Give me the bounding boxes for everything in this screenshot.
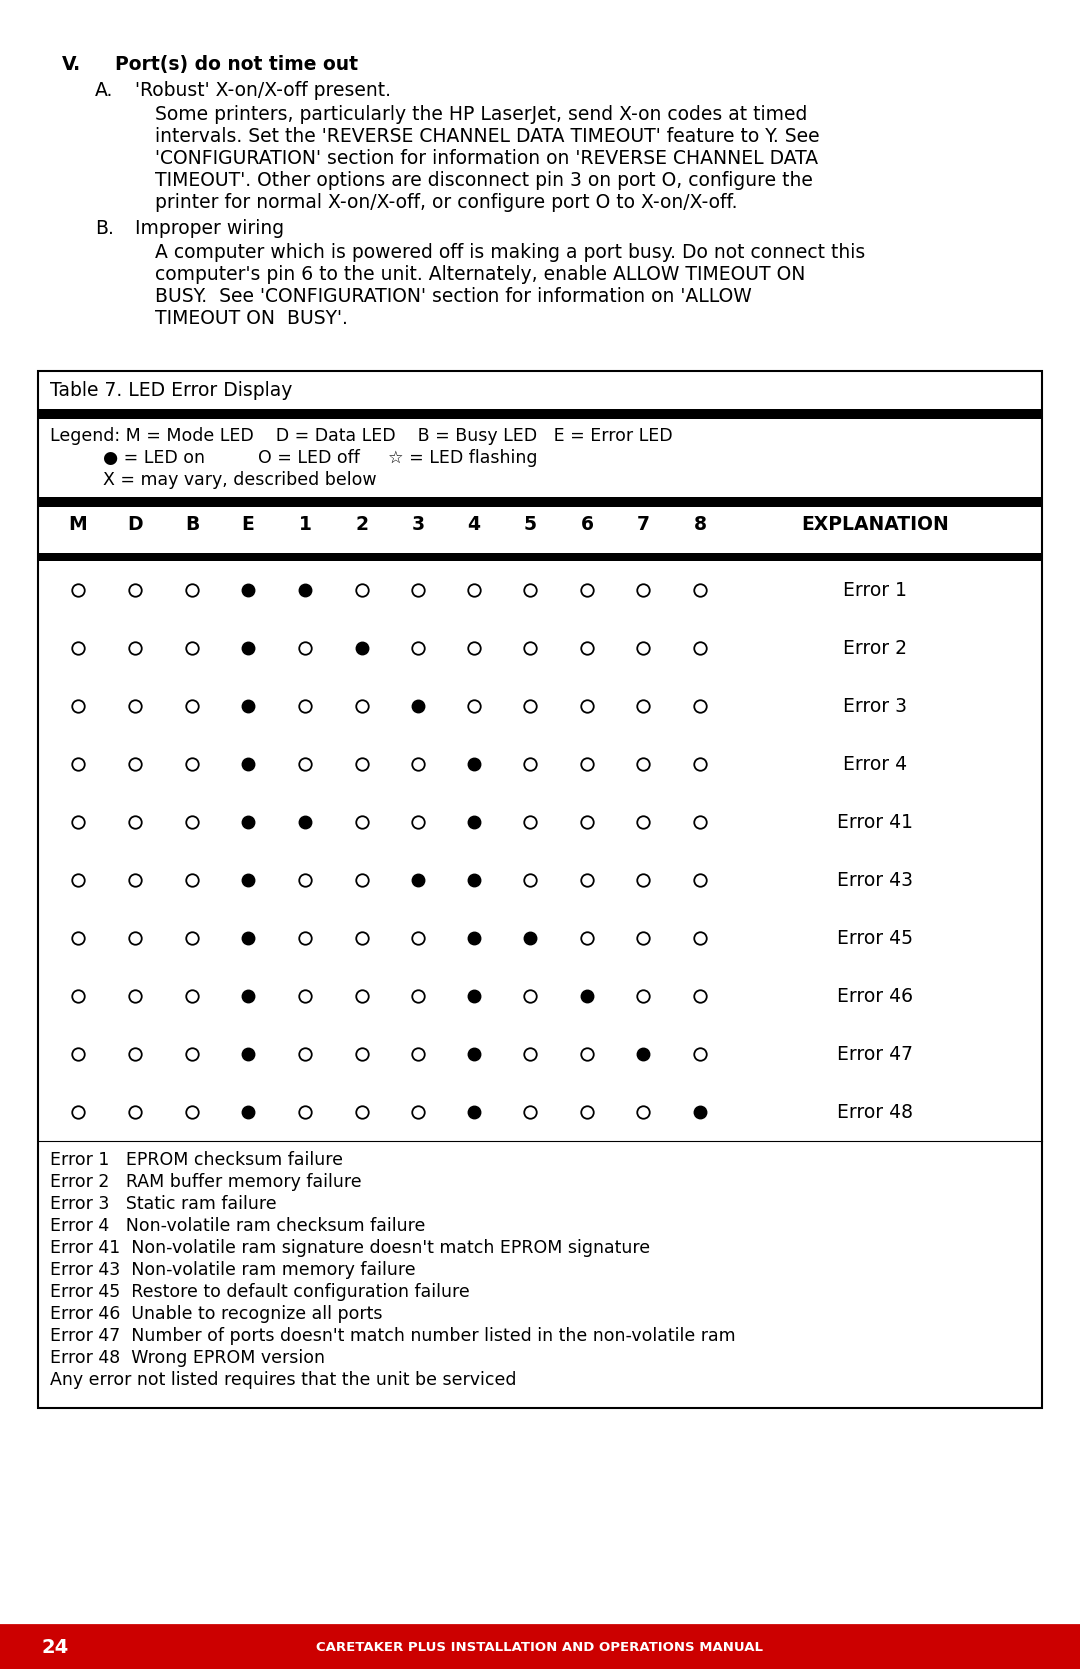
Bar xyxy=(38,552,1042,561)
Text: Any error not listed requires that the unit be serviced: Any error not listed requires that the u… xyxy=(50,1370,516,1389)
Text: B: B xyxy=(185,516,199,534)
Text: Error 3   Static ram failure: Error 3 Static ram failure xyxy=(50,1195,276,1213)
Text: Error 41  Non-volatile ram signature doesn't match EPROM signature: Error 41 Non-volatile ram signature does… xyxy=(50,1238,650,1257)
Text: Error 47  Number of ports doesn't match number listed in the non-volatile ram: Error 47 Number of ports doesn't match n… xyxy=(50,1327,735,1345)
Bar xyxy=(38,409,1042,419)
Text: 2: 2 xyxy=(355,516,368,534)
Bar xyxy=(38,371,1042,1409)
Text: BUSY.  See 'CONFIGURATION' section for information on 'ALLOW: BUSY. See 'CONFIGURATION' section for in… xyxy=(156,287,752,305)
Bar xyxy=(38,497,1042,507)
Bar xyxy=(0,1626,1080,1669)
Text: E: E xyxy=(242,516,255,534)
Text: EXPLANATION: EXPLANATION xyxy=(801,516,949,534)
Text: Error 46: Error 46 xyxy=(837,986,913,1005)
Text: 8: 8 xyxy=(693,516,706,534)
Text: Error 1: Error 1 xyxy=(843,581,907,599)
Text: Error 43  Non-volatile ram memory failure: Error 43 Non-volatile ram memory failure xyxy=(50,1262,416,1278)
Text: Error 48: Error 48 xyxy=(837,1103,913,1122)
Text: X = may vary, described below: X = may vary, described below xyxy=(103,471,377,489)
Text: Error 48  Wrong EPROM version: Error 48 Wrong EPROM version xyxy=(50,1349,325,1367)
Text: TIMEOUT'. Other options are disconnect pin 3 on port O, configure the: TIMEOUT'. Other options are disconnect p… xyxy=(156,170,813,190)
Text: Error 47: Error 47 xyxy=(837,1045,913,1063)
Text: B.: B. xyxy=(95,219,113,239)
Text: Error 1   EPROM checksum failure: Error 1 EPROM checksum failure xyxy=(50,1152,343,1168)
Text: Table 7. LED Error Display: Table 7. LED Error Display xyxy=(50,381,293,401)
Text: Some printers, particularly the HP LaserJet, send X-on codes at timed: Some printers, particularly the HP Laser… xyxy=(156,105,808,124)
Text: O = LED off: O = LED off xyxy=(258,449,360,467)
Text: printer for normal X-on/X-off, or configure port O to X-on/X-off.: printer for normal X-on/X-off, or config… xyxy=(156,194,738,212)
Text: A computer which is powered off is making a port busy. Do not connect this: A computer which is powered off is makin… xyxy=(156,244,865,262)
Text: Error 2: Error 2 xyxy=(843,639,907,658)
Text: M: M xyxy=(69,516,87,534)
Text: Error 43: Error 43 xyxy=(837,871,913,890)
Text: Legend: M = Mode LED    D = Data LED    B = Busy LED   E = Error LED: Legend: M = Mode LED D = Data LED B = Bu… xyxy=(50,427,673,446)
Text: computer's pin 6 to the unit. Alternately, enable ALLOW TIMEOUT ON: computer's pin 6 to the unit. Alternatel… xyxy=(156,265,806,284)
Text: intervals. Set the 'REVERSE CHANNEL DATA TIMEOUT' feature to Y. See: intervals. Set the 'REVERSE CHANNEL DATA… xyxy=(156,127,820,145)
Text: 3: 3 xyxy=(411,516,424,534)
Text: A.: A. xyxy=(95,82,113,100)
Text: 'CONFIGURATION' section for information on 'REVERSE CHANNEL DATA: 'CONFIGURATION' section for information … xyxy=(156,149,819,169)
Text: Port(s) do not time out: Port(s) do not time out xyxy=(114,55,357,73)
Text: 5: 5 xyxy=(524,516,537,534)
Text: Error 46  Unable to recognize all ports: Error 46 Unable to recognize all ports xyxy=(50,1305,382,1324)
Text: Improper wiring: Improper wiring xyxy=(135,219,284,239)
Text: CARETAKER PLUS INSTALLATION AND OPERATIONS MANUAL: CARETAKER PLUS INSTALLATION AND OPERATIO… xyxy=(316,1641,764,1654)
Text: D: D xyxy=(127,516,143,534)
Text: 6: 6 xyxy=(581,516,594,534)
Text: 4: 4 xyxy=(468,516,481,534)
Text: TIMEOUT ON  BUSY'.: TIMEOUT ON BUSY'. xyxy=(156,309,348,329)
Text: Error 4   Non-volatile ram checksum failure: Error 4 Non-volatile ram checksum failur… xyxy=(50,1217,426,1235)
Text: Error 3: Error 3 xyxy=(843,696,907,716)
Text: Error 45: Error 45 xyxy=(837,928,913,948)
Text: ☆ = LED flashing: ☆ = LED flashing xyxy=(388,449,538,467)
Text: Error 4: Error 4 xyxy=(842,754,907,773)
Text: Error 2   RAM buffer memory failure: Error 2 RAM buffer memory failure xyxy=(50,1173,362,1192)
Text: Error 41: Error 41 xyxy=(837,813,913,831)
Text: Error 45  Restore to default configuration failure: Error 45 Restore to default configuratio… xyxy=(50,1283,470,1302)
Text: 7: 7 xyxy=(636,516,649,534)
Text: 'Robust' X-on/X-off present.: 'Robust' X-on/X-off present. xyxy=(135,82,391,100)
Text: 24: 24 xyxy=(41,1637,69,1657)
Text: V.: V. xyxy=(62,55,81,73)
Text: 1: 1 xyxy=(298,516,311,534)
Text: ● = LED on: ● = LED on xyxy=(103,449,205,467)
